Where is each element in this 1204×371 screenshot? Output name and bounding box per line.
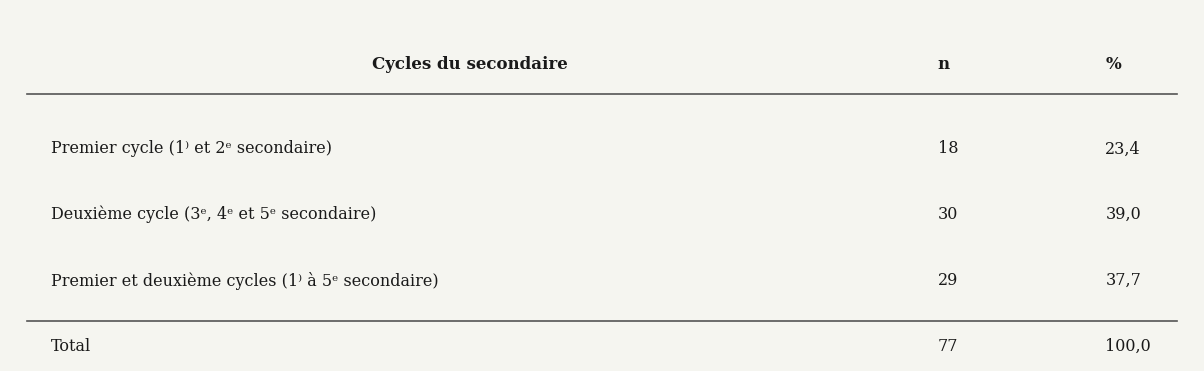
- Text: Cycles du secondaire: Cycles du secondaire: [372, 56, 568, 73]
- Text: 18: 18: [938, 141, 958, 157]
- Text: 39,0: 39,0: [1105, 206, 1141, 223]
- Text: Total: Total: [51, 338, 92, 355]
- Text: n: n: [938, 56, 950, 73]
- Text: Premier cycle (1⁾ et 2ᵉ secondaire): Premier cycle (1⁾ et 2ᵉ secondaire): [51, 141, 332, 157]
- Text: 100,0: 100,0: [1105, 338, 1151, 355]
- Text: %: %: [1105, 56, 1121, 73]
- Text: 23,4: 23,4: [1105, 141, 1141, 157]
- Text: Deuxième cycle (3ᵉ, 4ᵉ et 5ᵉ secondaire): Deuxième cycle (3ᵉ, 4ᵉ et 5ᵉ secondaire): [51, 206, 376, 223]
- Text: 77: 77: [938, 338, 958, 355]
- Text: Premier et deuxième cycles (1⁾ à 5ᵉ secondaire): Premier et deuxième cycles (1⁾ à 5ᵉ seco…: [51, 272, 438, 289]
- Text: 29: 29: [938, 272, 958, 289]
- Text: 30: 30: [938, 206, 958, 223]
- Text: 37,7: 37,7: [1105, 272, 1141, 289]
